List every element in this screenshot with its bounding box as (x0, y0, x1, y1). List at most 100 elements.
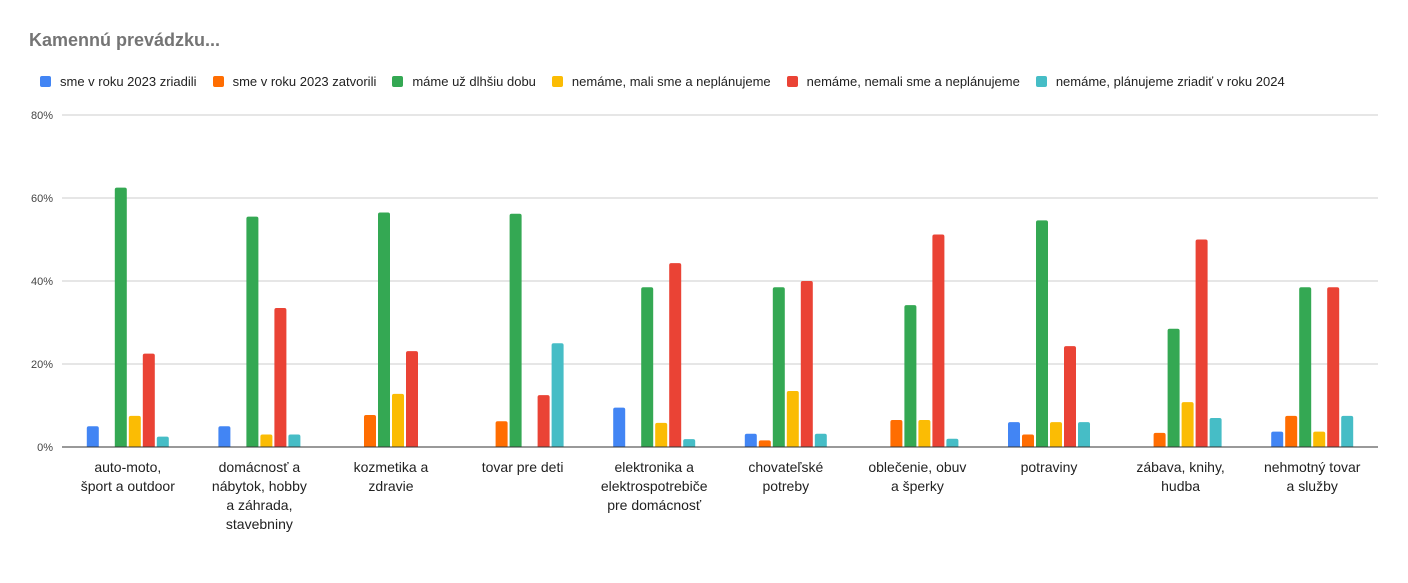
bar-nemame-planujeme-zriadit-v-roku-2024-0 (156, 436, 169, 447)
bar-mame-uz-dlhsiu-dobu-3 (509, 213, 522, 447)
bar-nemame-mali-sme-a-neplanujeme-4 (655, 422, 668, 447)
y-tick-label: 80% (31, 110, 53, 122)
bar-nemame-planujeme-zriadit-v-roku-2024-3 (551, 343, 564, 447)
bar-nemame-planujeme-zriadit-v-roku-2024-8 (1209, 417, 1222, 447)
y-tick-label: 60% (31, 193, 53, 205)
x-category-label: domácnosť a nábytok, hobby a záhrada, stave… (212, 459, 307, 532)
x-category-label-line: šport a outdoor (81, 478, 176, 494)
bar-mame-uz-dlhsiu-dobu-1 (246, 216, 259, 447)
legend-item-sme-v-roku-2023-zriadili: sme v roku 2023 zriadili (40, 74, 197, 89)
x-category-label: elektronika a elektrospotrebiče pre domácn… (601, 459, 708, 513)
x-category-label-line: zábava, knihy, (1136, 459, 1224, 475)
bar-nemame-nemali-sme-a-neplanujeme-6 (932, 234, 945, 447)
x-category-label-line: potraviny (1021, 459, 1078, 475)
x-category-label-line: a služby (1287, 478, 1338, 494)
x-category-label-line: stavebniny (226, 516, 293, 532)
x-category-label: kozmetika a zdravie (354, 459, 429, 494)
bar-mame-uz-dlhsiu-dobu-0 (114, 187, 127, 447)
x-category-label-line: potreby (762, 478, 809, 494)
x-category-label-line: a záhrada, (226, 497, 292, 513)
x-category-label-line: domácnosť a (219, 459, 301, 475)
bar-nemame-nemali-sme-a-neplanujeme-4 (669, 263, 682, 447)
legend-label: máme už dlhšiu dobu (412, 73, 536, 89)
legend-label: nemáme, plánujeme zriadiť v roku 2024 (1055, 73, 1285, 89)
legend-item-nemame-nemali-sme-a-neplanujeme: nemáme, nemali sme a neplánujeme (786, 73, 1020, 89)
legend-label: sme v roku 2023 zatvorili (232, 73, 377, 89)
y-tick-label: 0% (37, 442, 53, 454)
legend-swatch (551, 75, 563, 87)
bar-nemame-nemali-sme-a-neplanujeme-5 (800, 281, 813, 447)
legend-swatch (786, 75, 798, 87)
bar-nemame-mali-sme-a-neplanujeme-9 (1313, 431, 1326, 447)
bar-nemame-mali-sme-a-neplanujeme-8 (1181, 402, 1194, 447)
bar-mame-uz-dlhsiu-dobu-7 (1036, 220, 1048, 447)
bar-sme-v-roku-2023-zriadili-7 (1008, 422, 1020, 447)
chart-legend: sme v roku 2023 zriadili sme v roku 2023 … (40, 72, 1301, 90)
bar-nemame-nemali-sme-a-neplanujeme-0 (142, 353, 155, 447)
bar-nemame-planujeme-zriadit-v-roku-2024-5 (814, 433, 827, 447)
bar-sme-v-roku-2023-zatvorili-2 (364, 415, 376, 447)
bar-nemame-nemali-sme-a-neplanujeme-3 (537, 395, 550, 447)
bar-sme-v-roku-2023-zriadili-5 (744, 433, 757, 447)
bar-sme-v-roku-2023-zriadili-9 (1271, 431, 1284, 447)
legend-swatch (212, 75, 224, 87)
x-category-label: auto-moto, šport a outdoor (81, 459, 176, 494)
bar-nemame-mali-sme-a-neplanujeme-5 (786, 390, 799, 447)
x-category-label-line: elektrospotrebiče (601, 478, 708, 494)
x-category-label: chovateľské potreby (748, 459, 823, 494)
legend-label: nemáme, mali sme a neplánujeme (571, 73, 771, 89)
bar-nemame-nemali-sme-a-neplanujeme-9 (1327, 287, 1340, 447)
x-category-label-line: tovar pre deti (482, 459, 564, 475)
bar-sme-v-roku-2023-zatvorili-7 (1022, 434, 1034, 447)
x-category-label-line: zdravie (368, 478, 413, 494)
x-category-label: oblečenie, obuv a šperky (868, 459, 966, 494)
x-category-label-line: pre domácnosť (607, 497, 702, 513)
x-category-label-line: oblečenie, obuv (868, 459, 966, 475)
x-category-label-line: nábytok, hobby (212, 478, 307, 494)
bar-nemame-planujeme-zriadit-v-roku-2024-9 (1341, 415, 1354, 447)
bar-sme-v-roku-2023-zatvorili-3 (495, 421, 508, 447)
legend-swatch (40, 75, 51, 87)
x-category-label-line: a šperky (891, 478, 944, 494)
x-category-label-line: elektronika a (615, 459, 695, 475)
legend-label: nemáme, nemali sme a neplánujeme (806, 73, 1020, 89)
bar-sme-v-roku-2023-zatvorili-9 (1285, 415, 1298, 447)
bar-nemame-planujeme-zriadit-v-roku-2024-4 (683, 439, 696, 447)
x-category-label-line: auto-moto, (94, 459, 161, 475)
bar-nemame-nemali-sme-a-neplanujeme-7 (1064, 346, 1076, 447)
bar-mame-uz-dlhsiu-dobu-9 (1299, 287, 1312, 447)
bar-sme-v-roku-2023-zatvorili-8 (1153, 432, 1166, 447)
bar-mame-uz-dlhsiu-dobu-2 (378, 212, 390, 447)
legend-item-sme-v-roku-2023-zatvorili: sme v roku 2023 zatvorili (212, 73, 377, 89)
bar-nemame-planujeme-zriadit-v-roku-2024-6 (946, 438, 959, 447)
y-tick-label: 40% (31, 276, 53, 288)
bar-nemame-mali-sme-a-neplanujeme-1 (260, 434, 273, 447)
bar-mame-uz-dlhsiu-dobu-8 (1167, 328, 1180, 447)
x-category-label: nehmotný tovar a služby (1264, 459, 1361, 494)
bar-sme-v-roku-2023-zatvorili-5 (758, 440, 771, 447)
x-category-label: zábava, knihy, hudba (1136, 459, 1224, 494)
x-category-label-line: nehmotný tovar (1264, 459, 1361, 475)
bar-nemame-mali-sme-a-neplanujeme-0 (128, 415, 141, 447)
legend-swatch (1035, 75, 1047, 87)
bar-nemame-nemali-sme-a-neplanujeme-8 (1195, 239, 1208, 447)
y-tick-label: 20% (31, 359, 53, 371)
x-category-label-line: hudba (1161, 478, 1200, 494)
bar-sme-v-roku-2023-zriadili-0 (86, 426, 99, 447)
chart-title: Kamennú prevádzku... (29, 30, 221, 50)
bar-nemame-planujeme-zriadit-v-roku-2024-1 (288, 434, 301, 447)
bar-nemame-nemali-sme-a-neplanujeme-2 (406, 351, 418, 447)
bar-nemame-planujeme-zriadit-v-roku-2024-7 (1078, 422, 1090, 447)
legend-label: sme v roku 2023 zriadili (60, 73, 197, 89)
bar-mame-uz-dlhsiu-dobu-4 (641, 287, 654, 447)
legend-swatch (392, 75, 404, 87)
x-category-label-line: chovateľské (748, 459, 823, 475)
x-category-label: tovar pre deti (482, 459, 564, 475)
x-category-label: potraviny (1021, 459, 1078, 475)
bar-mame-uz-dlhsiu-dobu-6 (904, 305, 917, 447)
bar-nemame-mali-sme-a-neplanujeme-7 (1050, 422, 1062, 447)
bar-nemame-mali-sme-a-neplanujeme-2 (392, 393, 404, 447)
x-category-label-line: kozmetika a (354, 459, 429, 475)
legend-item-nemame-mali-sme-a-neplanujeme: nemáme, mali sme a neplánujeme (551, 73, 771, 89)
